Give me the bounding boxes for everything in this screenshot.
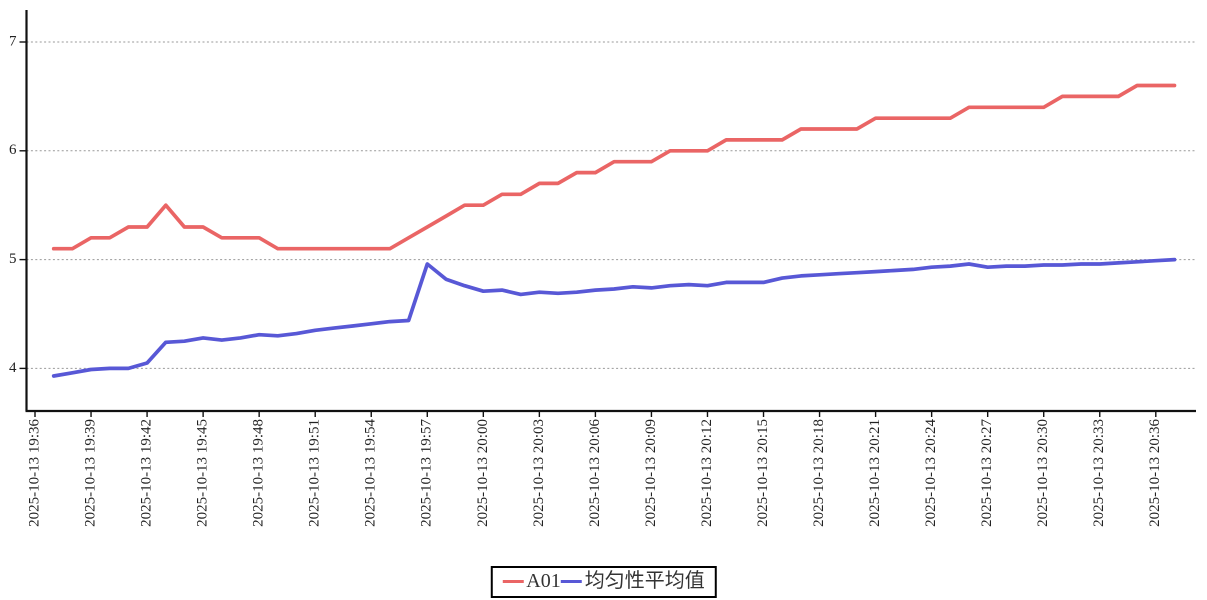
x-tick-label: 2025-10-13 19:42	[139, 419, 155, 527]
legend-swatch-uniformity-average	[560, 579, 582, 583]
series-line-uniformity-average	[51, 257, 1177, 378]
x-tick-label: 2025-10-13 20:12	[699, 419, 715, 527]
legend-label: A01	[526, 570, 561, 592]
series-line-a01	[51, 83, 1177, 251]
x-tick-label: 2025-10-13 20:21	[867, 419, 883, 527]
x-tick-label: 2025-10-13 20:24	[923, 419, 939, 527]
y-tick-label: 6	[9, 142, 17, 158]
x-tick-label: 2025-10-13 20:36	[1147, 419, 1163, 527]
x-tick-label: 2025-10-13 19:54	[363, 419, 379, 527]
legend-item-uniformity-average[interactable]: 均匀性平均值	[560, 569, 705, 593]
x-tick-label: 2025-10-13 20:09	[643, 419, 659, 527]
x-tick-label: 2025-10-13 20:27	[979, 419, 995, 527]
x-tick-label: 2025-10-13 19:51	[307, 419, 323, 527]
x-tick-label: 2025-10-13 19:36	[26, 419, 42, 527]
x-tick-label: 2025-10-13 20:30	[1035, 419, 1051, 527]
x-tick-label: 2025-10-13 19:48	[251, 419, 267, 527]
x-tick-label: 2025-10-13 19:57	[419, 419, 435, 527]
x-tick-label: 2025-10-13 20:18	[811, 419, 827, 527]
x-tick-label: 2025-10-13 20:03	[531, 419, 547, 527]
y-tick-label: 7	[9, 33, 17, 49]
legend-item-a01[interactable]: A01	[502, 569, 561, 593]
gridlines	[26, 41, 1196, 369]
y-axis-labels: 7 6 5 4	[9, 33, 27, 376]
x-tick-label: 2025-10-13 20:06	[587, 419, 603, 527]
y-tick-label: 4	[9, 360, 17, 376]
x-tick-label: 2025-10-13 20:15	[755, 419, 771, 527]
axes	[25, 10, 1196, 413]
x-tick-label: 2025-10-13 20:33	[1091, 419, 1107, 527]
x-tick-label: 2025-10-13 19:39	[82, 419, 98, 527]
x-axis-labels: 2025-10-13 19:36 2025-10-13 19:39 2025-10-…	[26, 411, 1163, 527]
legend-swatch-a01	[502, 579, 524, 583]
legend: A01 均匀性平均值	[490, 566, 717, 598]
x-tick-label: 2025-10-13 19:45	[195, 419, 211, 527]
x-tick-label: 2025-10-13 20:00	[475, 419, 491, 527]
y-tick-label: 5	[9, 251, 17, 267]
legend-label: 均匀性平均值	[584, 570, 705, 592]
